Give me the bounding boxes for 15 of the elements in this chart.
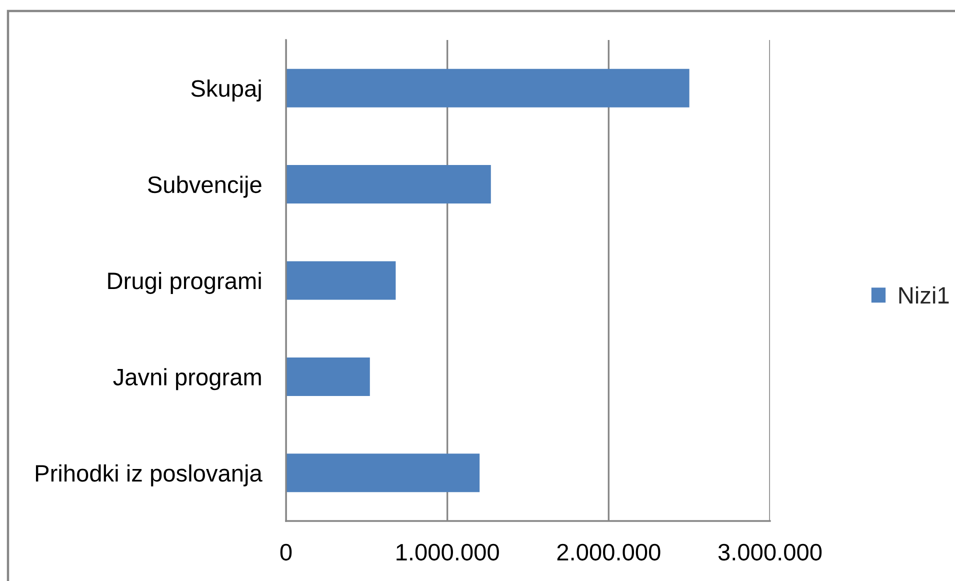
bar: [286, 261, 396, 300]
legend-label: Nizi1: [899, 286, 949, 304]
y-tick-label: Javni program: [113, 368, 261, 390]
bar: [286, 165, 491, 204]
bar: [286, 357, 370, 396]
y-tick-label: Prihodki iz poslovanja: [36, 464, 262, 486]
x-tick-label: 3.000.000: [718, 544, 822, 561]
y-tick-label: Drugi programi: [108, 272, 261, 294]
x-tick-label: 0: [280, 544, 292, 561]
x-tick-label: 2.000.000: [557, 544, 660, 561]
y-tick-label: Skupaj: [191, 80, 261, 102]
y-tick-label: Subvencije: [148, 176, 262, 198]
bar: [286, 68, 690, 108]
bar: [286, 454, 480, 492]
x-tick-label: 1.000.000: [396, 544, 499, 561]
